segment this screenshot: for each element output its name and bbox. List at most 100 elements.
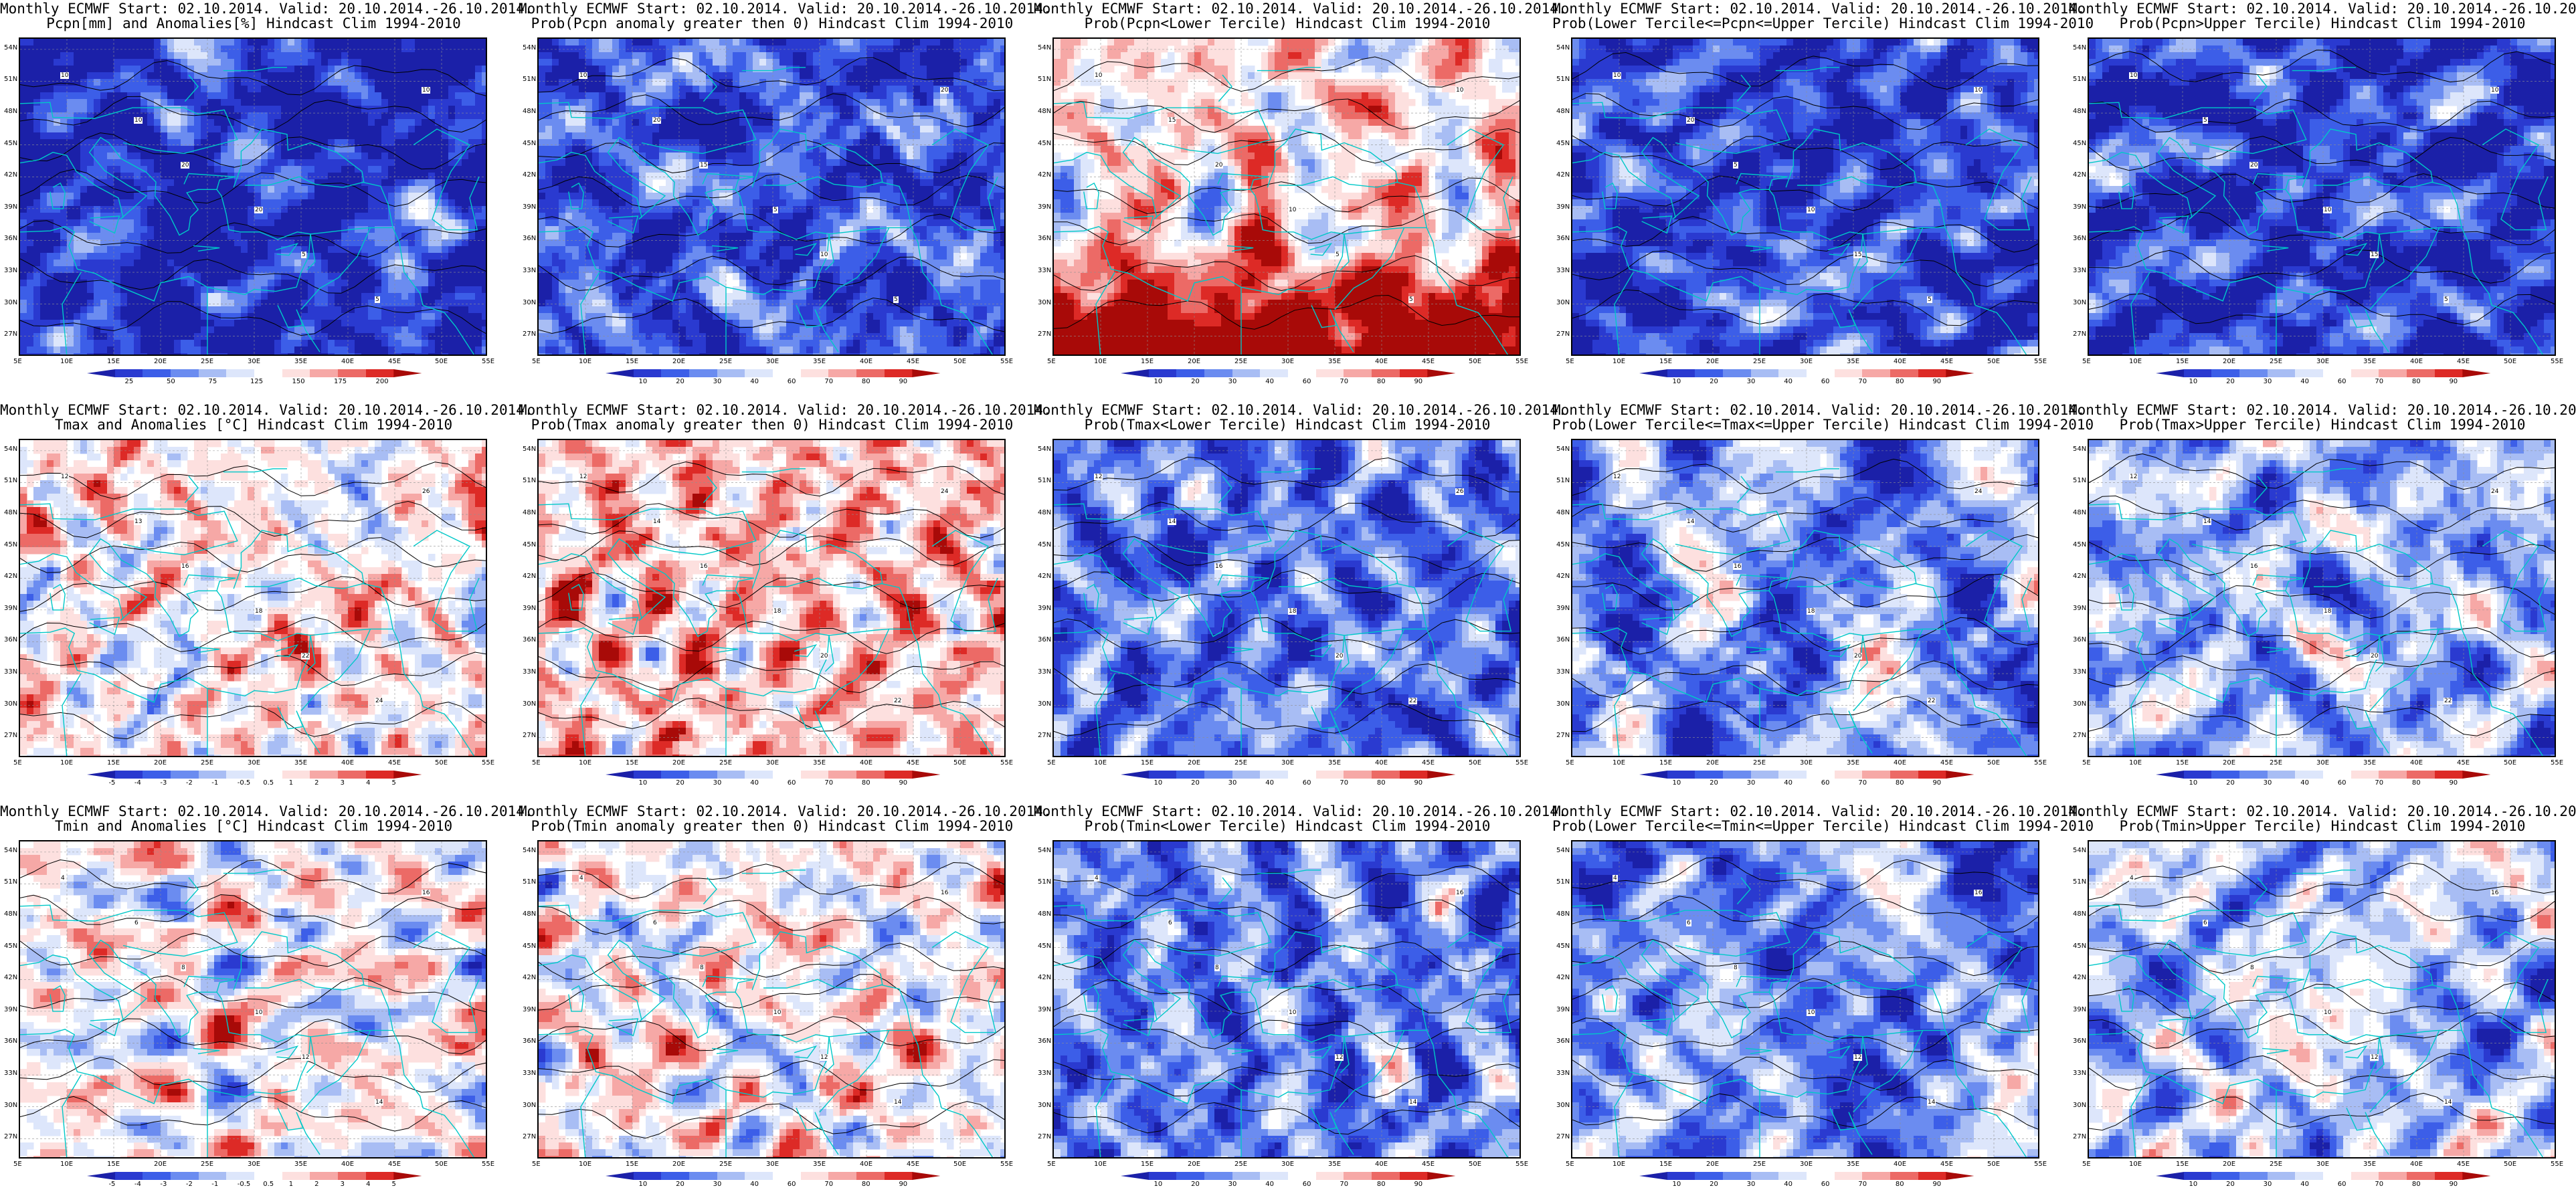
lat-tick-label: 39N [1556, 605, 1570, 612]
colorbar-swatch [1372, 771, 1400, 779]
lon-tick-label: 20E [2223, 1161, 2235, 1168]
lon-tick-label: 35E [1328, 759, 1341, 767]
colorbar-swatch [2239, 771, 2268, 779]
lon-tick-label: 25E [2270, 759, 2282, 767]
lon-tick-label: 10E [579, 1161, 591, 1168]
lat-tick-label: 27N [4, 330, 17, 338]
colorbar-swatch [1232, 771, 1261, 779]
colorbar-tick-label: 80 [1377, 1181, 1386, 1188]
lon-tick-label: 30E [1281, 759, 1294, 767]
lon-tick-label: 25E [719, 1161, 732, 1168]
colorbar-swatch [2211, 1172, 2240, 1180]
lat-tick-label: 48N [2073, 509, 2086, 516]
colorbar-swatch [717, 771, 745, 779]
contour-label: 5 [773, 207, 778, 213]
lon-tick-label: 55E [482, 759, 494, 767]
map-plot-area: 4 6 8 10 12 14 16 [537, 840, 1006, 1159]
lon-tick-label: 25E [201, 358, 213, 365]
contour-label: 10 [1807, 1009, 1816, 1016]
lat-tick-label: 48N [4, 509, 17, 516]
map-plot-area: 4 6 8 10 12 14 16 [1052, 840, 1521, 1159]
contour-label: 20 [1214, 162, 1224, 169]
lon-tick-label: 15E [1659, 1161, 1672, 1168]
map-panel-pcpn-prob-middle: Monthly ECMWF Start: 02.10.2014. Valid: … [1552, 0, 2094, 401]
lon-tick-label: 25E [1753, 759, 1766, 767]
colorbar-swatch [1121, 1172, 1149, 1180]
colorbar-tick-label: 20 [2226, 1181, 2235, 1188]
contour-label: 4 [579, 875, 584, 882]
lon-tick-label: 35E [1847, 1161, 1859, 1168]
map-panel-tmin-prob-pos: Monthly ECMWF Start: 02.10.2014. Valid: … [519, 803, 1052, 1204]
lat-tick-label: 48N [523, 108, 536, 115]
colorbar-swatch [661, 369, 690, 377]
contour-label: 6 [1686, 920, 1691, 926]
contour-label: 10 [2129, 72, 2138, 79]
lon-tick-label: 30E [2316, 358, 2329, 365]
contour-label: 5 [375, 296, 380, 303]
colorbar-swatch [1344, 771, 1372, 779]
colorbar-swatch [1315, 369, 1344, 377]
lat-tick-label: 51N [1556, 477, 1570, 484]
contour-label: 12 [2129, 474, 2138, 480]
colorbar-tick-label: 125 [250, 378, 263, 385]
lon-tick-label: 50E [435, 358, 448, 365]
colorbar-tick-label: -4 [134, 1181, 141, 1188]
lat-tick-label: 27N [1556, 732, 1570, 739]
lon-tick-label: 40E [1894, 759, 1906, 767]
lon-tick-label: 30E [248, 759, 260, 767]
lat-tick-label: 51N [2073, 477, 2086, 484]
lon-tick-label: 20E [1706, 759, 1719, 767]
lon-tick-label: 45E [1422, 1161, 1435, 1168]
colorbar-swatch [198, 771, 227, 779]
lon-tick-label: 15E [1141, 358, 1154, 365]
colorbar-swatch [1260, 369, 1289, 377]
colorbar-tick-label: 40 [1265, 1181, 1274, 1188]
colorbar-tick-label: 175 [334, 378, 347, 385]
colorbar-swatch [828, 1172, 857, 1180]
lat-tick-label: 36N [523, 235, 536, 242]
lon-tick-label: 45E [2457, 1161, 2470, 1168]
lon-tick-label: 10E [1613, 1161, 1625, 1168]
colorbar-swatch [1807, 369, 1835, 377]
colorbar-tick-label: 90 [899, 1181, 907, 1188]
colorbar-tick-label: 90 [899, 378, 907, 385]
lat-tick-label: 45N [2073, 541, 2086, 548]
lon-tick-label: 40E [1375, 358, 1388, 365]
lon-tick-label: 15E [2176, 358, 2189, 365]
lat-tick-label: 51N [1038, 76, 1051, 83]
lat-tick-label: 45N [2073, 140, 2086, 147]
colorbar [87, 1172, 422, 1180]
contour-label: 10 [2323, 207, 2332, 213]
contour-label: 16 [2490, 890, 2500, 896]
lon-tick-label: 10E [60, 759, 73, 767]
colorbar-tick-label: 40 [1784, 1181, 1792, 1188]
shaded-field [20, 39, 486, 355]
lat-tick-label: 36N [2073, 1037, 2086, 1045]
lon-tick-label: 30E [2316, 1161, 2329, 1168]
lon-tick-label: 20E [154, 1161, 167, 1168]
contour-label: 16 [699, 563, 709, 570]
lat-tick-label: 39N [523, 605, 536, 612]
contour-label: 16 [940, 890, 949, 896]
colorbar-tick-label: 90 [1932, 378, 1941, 385]
contour-label: 14 [893, 1099, 903, 1106]
panel-title-line2: Prob(Lower Tercile<=Tmax<=Upper Tercile)… [1552, 417, 2094, 432]
colorbar-swatch [689, 1172, 718, 1180]
colorbar-swatch [114, 1172, 143, 1180]
lon-tick-label: 30E [766, 358, 779, 365]
lon-tick-label: 15E [107, 759, 120, 767]
lon-tick-label: 50E [2504, 358, 2516, 365]
lon-tick-label: 5E [2082, 1161, 2091, 1168]
lat-tick-label: 36N [1038, 1037, 1051, 1045]
colorbar-tick-label: 30 [2264, 378, 2272, 385]
colorbar-swatch [1372, 369, 1400, 377]
panel-title-line1: Monthly ECMWF Start: 02.10.2014. Valid: … [2069, 403, 2576, 417]
map-panel-tmin-anom: Monthly ECMWF Start: 02.10.2014. Valid: … [0, 803, 533, 1204]
contour-label: 15 [2370, 252, 2379, 258]
colorbar-swatch [689, 369, 718, 377]
colorbar-tick-label: 0.5 [263, 1181, 274, 1188]
colorbar-swatch [2183, 369, 2212, 377]
lat-tick-label: 42N [2073, 573, 2086, 580]
shaded-field [1054, 39, 1520, 355]
colorbar-swatch [633, 1172, 662, 1180]
